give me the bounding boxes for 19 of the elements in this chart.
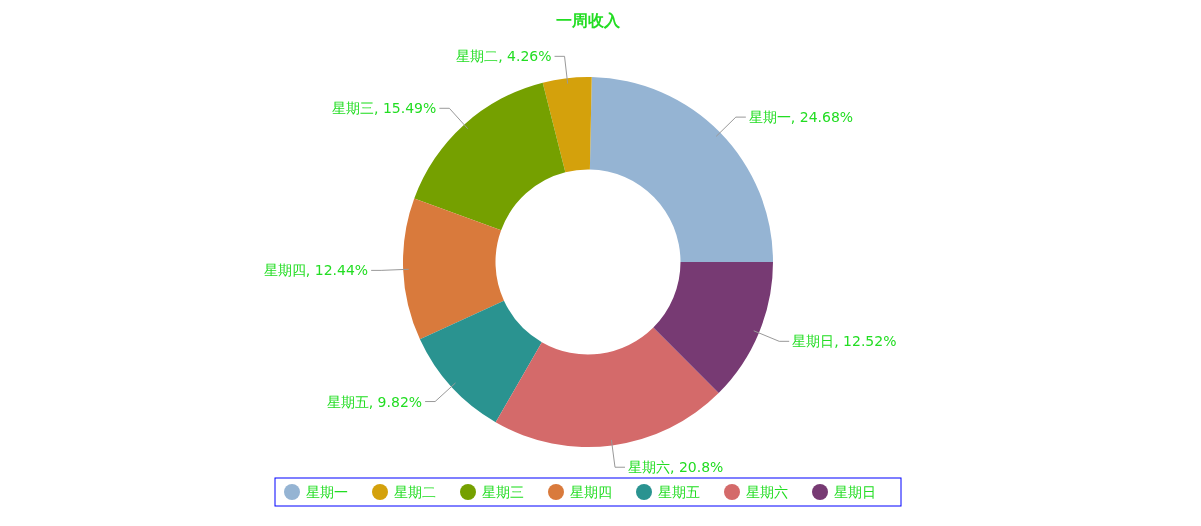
data-label: 星期四, 12.44% [263, 262, 369, 279]
legend-label: 星期日 [834, 484, 876, 500]
legend-label: 星期五 [658, 484, 700, 500]
donut-slice [403, 198, 504, 340]
donut-slice [653, 262, 773, 393]
legend-label: 星期六 [746, 484, 788, 500]
data-label: 星期六, 20.8% [628, 459, 724, 476]
legend-label: 星期三 [482, 484, 524, 500]
legend-label: 星期二 [394, 484, 436, 500]
legend-label: 星期四 [570, 484, 612, 500]
data-label: 星期五, 9.82% [326, 393, 423, 410]
data-label: 星期日, 12.52% [792, 333, 897, 350]
legend-label: 星期一 [306, 484, 348, 500]
chart-title: 一周收入 [556, 11, 621, 30]
data-label: 星期二, 4.26% [456, 48, 552, 65]
donut-slice [495, 327, 719, 447]
data-label: 星期三, 15.49% [332, 100, 437, 117]
data-label: 星期一, 24.68% [748, 109, 854, 126]
donut-slice [542, 77, 592, 173]
